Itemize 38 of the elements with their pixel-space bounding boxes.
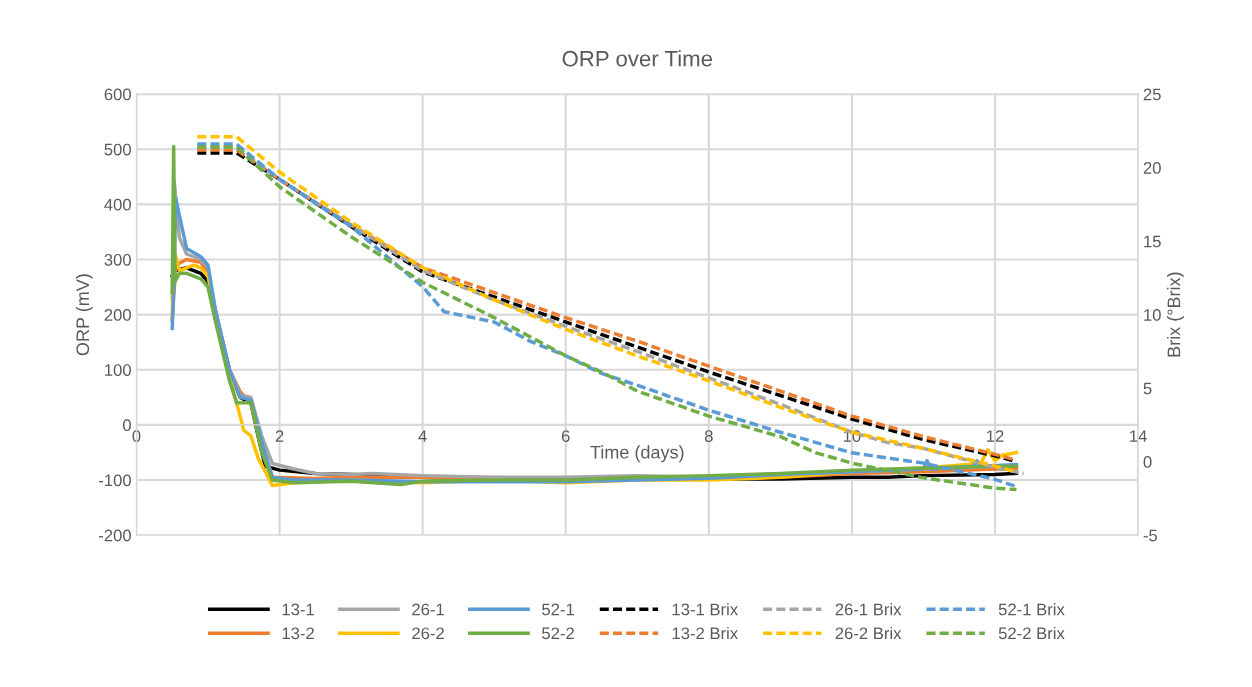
legend-label: 52-1 xyxy=(542,603,574,616)
x-tick-label: 12 xyxy=(986,430,1004,442)
legend-label: 26-1 Brix xyxy=(835,603,902,616)
x-tick-label: 4 xyxy=(418,430,427,442)
y2-tick-label: -5 xyxy=(1143,529,1158,542)
y2-tick-label: 0 xyxy=(1143,456,1152,468)
x-tick-label: 14 xyxy=(1130,430,1147,442)
x-axis-title: Time (days) xyxy=(590,445,684,463)
y-tick-label: 0 xyxy=(122,419,131,432)
y2-axis-title: Brix (°Brix) xyxy=(1167,272,1184,357)
x-tick-label: 6 xyxy=(561,430,570,443)
x-tick-label: 2 xyxy=(275,430,284,442)
y-tick-label: 400 xyxy=(104,198,131,211)
y-axis-title: ORP (mV) xyxy=(75,274,93,356)
legend-label: 26-2 xyxy=(412,627,444,640)
y-tick-label: -200 xyxy=(98,529,131,542)
chart-title: ORP over Time xyxy=(562,50,713,67)
legend-label: 26-1 xyxy=(412,603,444,616)
legend-label: 13-1 Brix xyxy=(672,603,738,616)
y2-tick-label: 20 xyxy=(1143,162,1161,174)
x-tick-label: 8 xyxy=(704,430,713,443)
y-tick-label: 600 xyxy=(104,88,131,101)
legend-label: 52-2 Brix xyxy=(998,626,1065,640)
y2-tick-label: 5 xyxy=(1143,382,1152,395)
legend-label: 52-1 Brix xyxy=(998,603,1065,616)
y2-tick-label: 15 xyxy=(1144,235,1161,248)
y2-tick-label: 25 xyxy=(1143,88,1161,101)
y2-tick-label: 10 xyxy=(1144,309,1161,321)
y-tick-label: -100 xyxy=(98,474,131,487)
legend-label: 52-2 xyxy=(542,627,574,640)
legend-label: 26-2 Brix xyxy=(835,626,902,640)
y-tick-label: 500 xyxy=(104,143,131,156)
legend-label: 13-1 xyxy=(282,603,314,616)
legend-label: 13-2 xyxy=(282,627,314,640)
legend-label: 13-2 Brix xyxy=(672,626,738,640)
y-tick-label: 100 xyxy=(105,364,131,376)
y-tick-label: 200 xyxy=(104,309,131,321)
y-tick-label: 300 xyxy=(104,253,131,266)
